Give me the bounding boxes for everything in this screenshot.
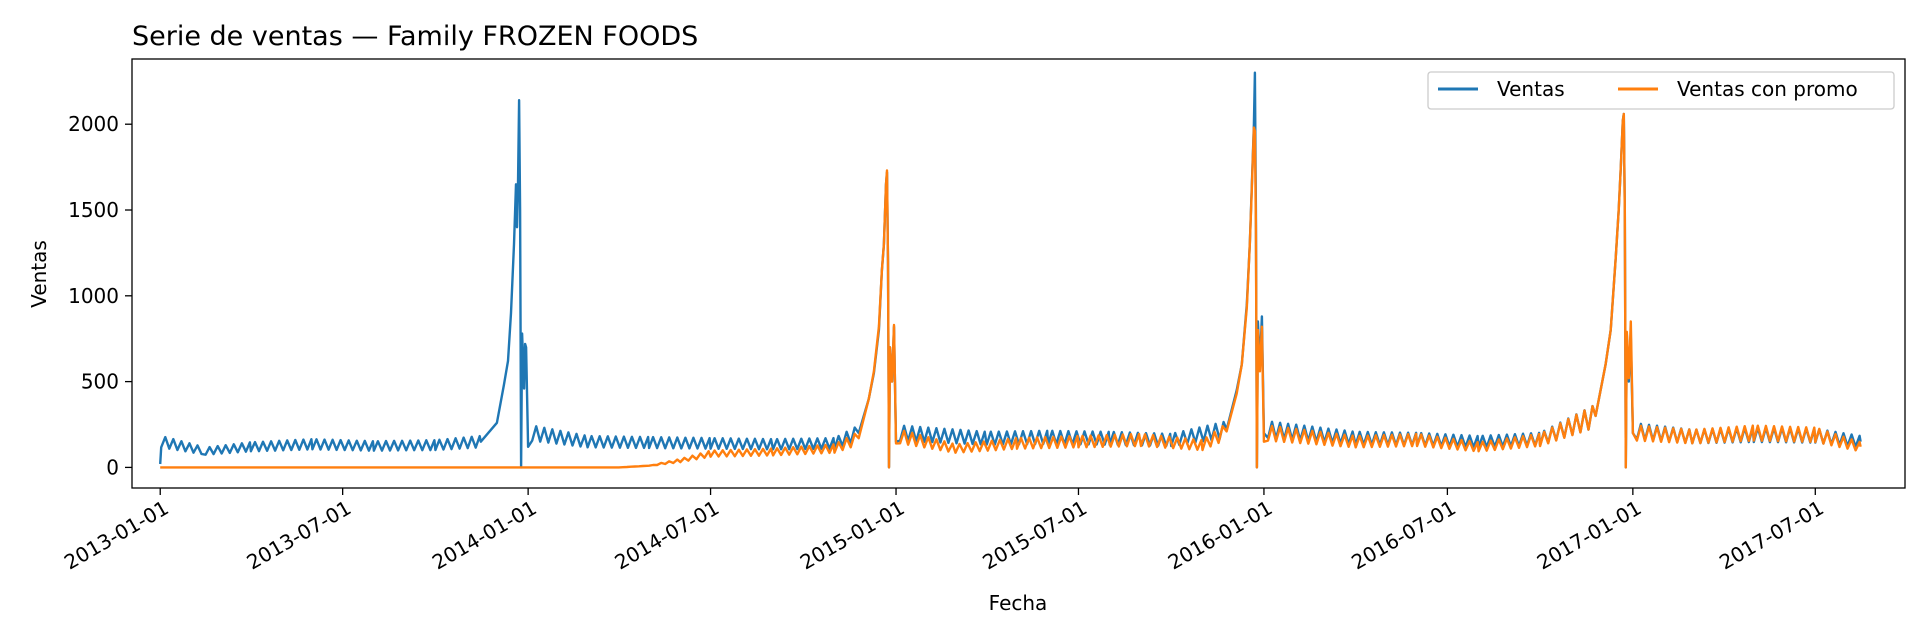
x-tick-label: 2015-01-01 [796,496,909,575]
legend-label-ventas-con-promo: Ventas con promo [1677,77,1858,101]
legend: Ventas Ventas con promo [1427,71,1895,110]
plot-frame [131,58,1906,489]
y-tick-label: 500 [81,370,119,394]
x-axis: 2013-01-01 2013-07-01 2014-01-01 2014-07-01… [60,488,1828,574]
y-tick-label: 2000 [68,112,119,136]
x-tick-label: 2016-01-01 [1164,496,1277,575]
x-tick-label: 2015-07-01 [978,496,1091,575]
y-tick-label: 0 [106,455,119,479]
y-tick-label: 1500 [68,198,119,222]
chart-title: Serie de ventas — Family FROZEN FOODS [132,21,698,52]
x-tick-label: 2014-01-01 [428,496,541,575]
x-tick-label: 2013-01-01 [60,496,173,575]
x-tick-label: 2014-07-01 [610,496,723,575]
y-tick-label: 1000 [68,284,119,308]
y-axis-label: Ventas [27,240,51,308]
legend-frame [1427,71,1895,110]
series-layer [159,71,1862,469]
x-tick-label: 2017-07-01 [1715,496,1828,575]
x-tick-label: 2016-07-01 [1347,496,1460,575]
x-tick-label: 2013-07-01 [243,496,356,575]
series-line-0 [159,71,1862,469]
y-axis: 0 500 1000 1500 2000 [68,112,132,479]
series-line-1 [160,112,1862,469]
x-axis-label: Fecha [989,591,1048,615]
legend-label-ventas: Ventas [1497,77,1565,101]
x-tick-label: 2017-01-01 [1533,496,1646,575]
